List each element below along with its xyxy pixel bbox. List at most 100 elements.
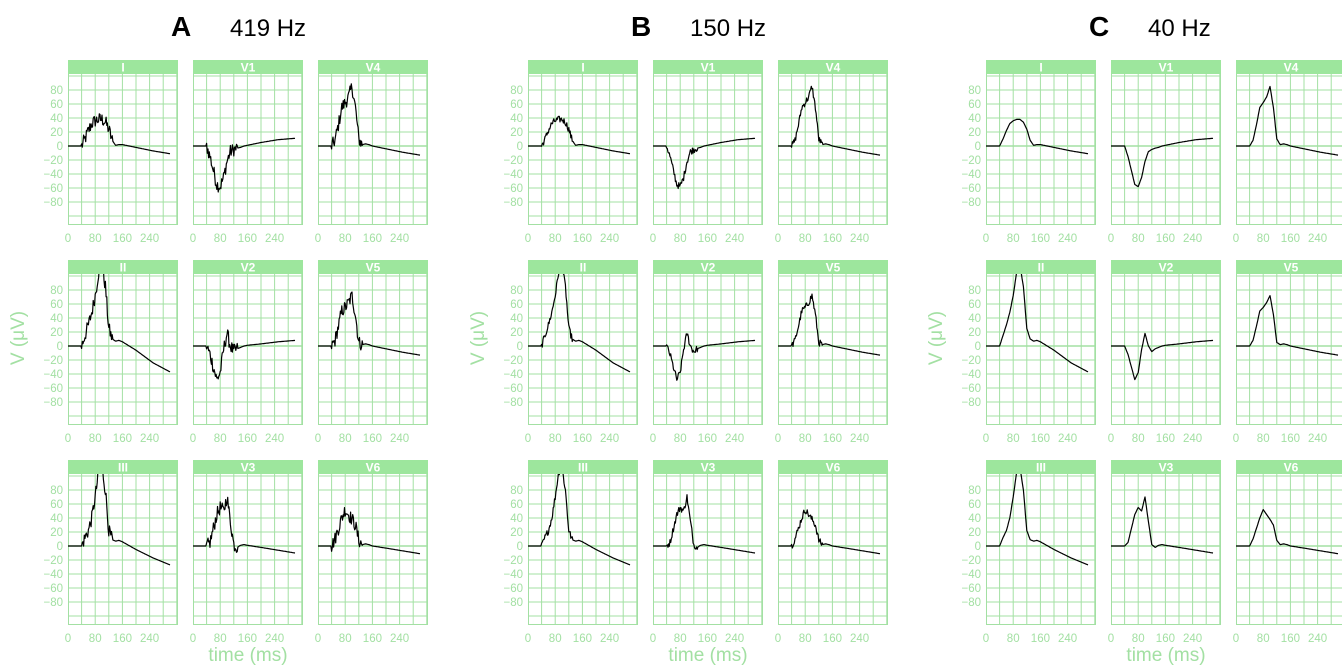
- x-tick-label: 80: [1132, 433, 1145, 445]
- x-tick-label: 160: [698, 633, 717, 645]
- x-tick-label: 240: [1308, 433, 1327, 445]
- lead-plot-v3: V3 0 80 160 240: [1108, 460, 1221, 645]
- lead-header: [193, 460, 303, 474]
- panel-frequency: 150 Hz: [690, 15, 766, 42]
- x-tick-label: 240: [1058, 633, 1077, 645]
- lead-label: V5: [1284, 261, 1299, 275]
- trace-v3: [653, 494, 756, 554]
- y-tick-label: −40: [43, 369, 63, 381]
- grid: [68, 74, 178, 225]
- x-tick-label: 0: [650, 633, 656, 645]
- y-tick-label: 60: [50, 99, 63, 111]
- y-tick-label: −20: [503, 155, 523, 167]
- grid: [986, 274, 1096, 425]
- x-tick-label: 240: [265, 433, 284, 445]
- y-tick-label: 80: [50, 285, 63, 297]
- lead-plot-ii: II 80 60 40 20 0 −20 −40 −60 −80 0 80 160 240: [961, 260, 1096, 445]
- y-tick-label: −40: [503, 169, 523, 181]
- trace-v3: [1111, 496, 1214, 554]
- y-tick-label: 40: [968, 313, 981, 325]
- y-tick-label: 80: [510, 285, 523, 297]
- y-tick-label: 0: [975, 341, 981, 353]
- y-tick-label: −80: [503, 397, 523, 409]
- x-tick-label: 240: [1183, 633, 1202, 645]
- y-tick-label: 20: [50, 127, 63, 139]
- x-tick-label: 160: [1281, 433, 1300, 445]
- panel-frequency: 40 Hz: [1148, 15, 1211, 42]
- x-tick-label: 0: [190, 633, 196, 645]
- lead-header: [1236, 460, 1342, 474]
- lead-plot-i: I 80 60 40 20 0 −20 −40 −60 −80 0 80 160 240: [503, 60, 638, 245]
- lead-label: V6: [366, 461, 381, 475]
- lead-header: [68, 260, 178, 274]
- x-tick-label: 0: [525, 633, 531, 645]
- lead-header: [653, 60, 763, 74]
- x-tick-label: 0: [1108, 633, 1114, 645]
- x-tick-label: 160: [1281, 233, 1300, 245]
- y-tick-label: 0: [517, 341, 523, 353]
- lead-plot-i: I 80 60 40 20 0 −20 −40 −60 −80 0 80 160 240: [961, 60, 1096, 245]
- lead-plot-v2: V2 0 80 160 240: [1108, 260, 1221, 445]
- x-tick-label: 240: [390, 433, 409, 445]
- y-tick-label: 60: [968, 499, 981, 511]
- y-tick-label: −40: [43, 569, 63, 581]
- y-tick-label: −40: [961, 169, 981, 181]
- lead-header: [318, 260, 428, 274]
- plot-frame: [318, 460, 428, 625]
- y-tick-label: −60: [503, 183, 523, 195]
- y-tick-label: −20: [43, 555, 63, 567]
- trace-v1: [653, 137, 756, 190]
- y-tick-label: 0: [57, 141, 63, 153]
- lead-plot-v1: V1 0 80 160 240: [1108, 60, 1221, 245]
- y-tick-label: 40: [50, 313, 63, 325]
- x-tick-label: 240: [850, 633, 869, 645]
- lead-header: [778, 260, 888, 274]
- lead-label: V5: [826, 261, 841, 275]
- y-tick-label: −60: [961, 183, 981, 195]
- grid: [193, 274, 303, 425]
- y-tick-label: −80: [503, 197, 523, 209]
- y-tick-label: 20: [968, 327, 981, 339]
- trace-v5: [1236, 295, 1339, 356]
- x-tick-label: 0: [1233, 633, 1239, 645]
- x-tick-label: 80: [1007, 433, 1020, 445]
- x-tick-label: 0: [1233, 233, 1239, 245]
- grid: [318, 474, 428, 625]
- y-tick-label: 0: [517, 541, 523, 553]
- x-tick-label: 160: [823, 433, 842, 445]
- x-tick-label: 240: [1058, 433, 1077, 445]
- x-tick-label: 160: [238, 633, 257, 645]
- x-tick-label: 80: [799, 433, 812, 445]
- x-tick-label: 80: [549, 233, 562, 245]
- x-tick-label: 0: [190, 233, 196, 245]
- lead-plot-v6: V6 0 80 160 240: [315, 460, 428, 645]
- x-tick-label: 240: [725, 233, 744, 245]
- x-tick-label: 240: [140, 433, 159, 445]
- y-tick-label: 60: [510, 99, 523, 111]
- lead-label: V4: [366, 61, 381, 75]
- x-tick-label: 240: [600, 633, 619, 645]
- x-tick-label: 240: [725, 433, 744, 445]
- x-tick-label: 0: [1108, 433, 1114, 445]
- lead-label: I: [581, 61, 584, 75]
- x-tick-label: 80: [214, 633, 227, 645]
- x-tick-label: 240: [265, 233, 284, 245]
- lead-label: V3: [1159, 461, 1174, 475]
- trace-v5: [778, 293, 881, 356]
- lead-plot-iii: III 80 60 40 20 0 −20 −40 −60 −80 0 80 160 240: [43, 460, 178, 645]
- x-tick-label: 240: [600, 233, 619, 245]
- y-tick-label: 80: [50, 485, 63, 497]
- trace-v4: [318, 83, 421, 156]
- x-tick-label: 160: [573, 433, 592, 445]
- x-tick-label: 0: [1108, 233, 1114, 245]
- grid: [1111, 274, 1221, 425]
- grid: [1236, 474, 1342, 625]
- grid: [778, 274, 888, 425]
- x-tick-label: 240: [140, 233, 159, 245]
- lead-label: II: [120, 261, 127, 275]
- lead-header: [318, 460, 428, 474]
- y-tick-label: 20: [50, 327, 63, 339]
- lead-plot-v4: V4 0 80 160 240: [315, 60, 428, 245]
- y-tick-label: 80: [510, 85, 523, 97]
- x-tick-label: 0: [65, 233, 71, 245]
